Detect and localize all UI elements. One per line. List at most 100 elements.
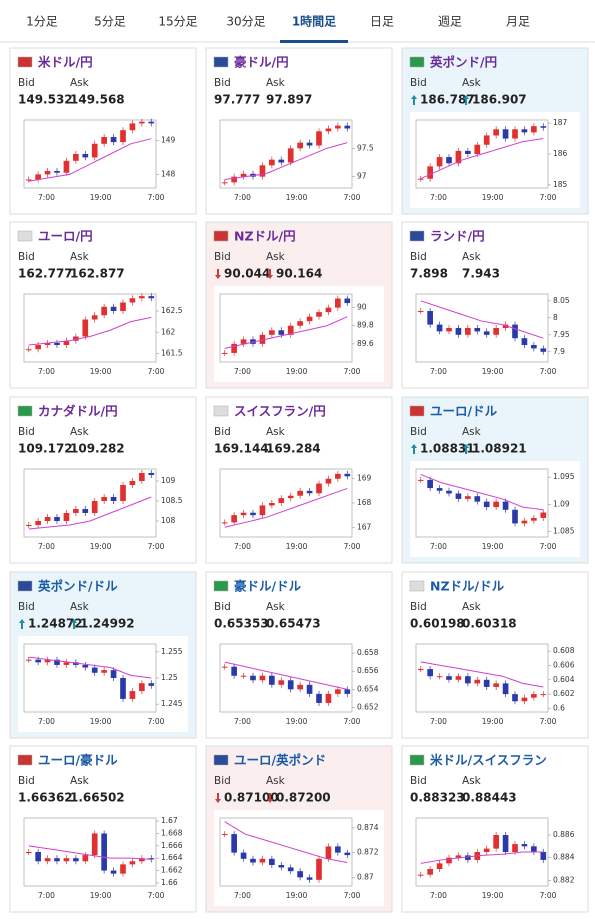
tab[interactable]: 30分足 <box>226 15 265 29</box>
tab[interactable]: 月足 <box>506 15 530 29</box>
candle <box>240 173 247 177</box>
candle <box>325 693 332 703</box>
ask-value: 109.282 <box>70 442 125 456</box>
x-tick-label: 19:00 <box>90 717 112 726</box>
pair-name: 米ドル/円 <box>37 55 93 70</box>
candle <box>287 148 294 163</box>
candle <box>73 154 79 161</box>
candle <box>139 121 145 124</box>
candle <box>521 844 528 847</box>
pair-name: 英ポンド/ドル <box>38 579 118 594</box>
candle <box>148 296 155 299</box>
ask-value: 7.943 <box>462 267 500 281</box>
ask-value: 186.907 <box>472 93 527 107</box>
candle <box>82 664 89 668</box>
tab[interactable]: 日足 <box>370 15 394 29</box>
trend-arrow <box>267 269 273 279</box>
candle <box>531 345 537 349</box>
moving-average <box>420 661 544 688</box>
candle <box>512 129 518 139</box>
x-tick-label: 7:00 <box>540 891 557 900</box>
candle <box>474 328 481 332</box>
ask-value: 149.568 <box>70 93 125 107</box>
candle <box>82 855 89 862</box>
candle <box>316 693 322 703</box>
bid-label: Bid <box>214 775 231 787</box>
tab-underline <box>280 40 348 43</box>
candle <box>483 135 490 145</box>
bid-value: 0.65353 <box>214 617 269 631</box>
chart-box <box>214 636 384 732</box>
y-tick-label: 0.874 <box>357 823 379 832</box>
tab[interactable]: 週足 <box>438 15 462 29</box>
flag <box>213 56 229 68</box>
chart-box <box>410 810 580 906</box>
ask-label: Ask <box>70 251 90 263</box>
candle <box>306 142 313 146</box>
pair-name: 豪ドル/ドル <box>234 579 302 594</box>
y-tick-label: 1.668 <box>161 828 183 837</box>
flag <box>17 230 33 242</box>
y-tick-label: 0.872 <box>357 848 379 857</box>
candle <box>35 174 41 180</box>
bid-label: Bid <box>18 601 35 613</box>
candle <box>493 129 499 136</box>
tab[interactable]: 1分足 <box>26 15 58 29</box>
candle <box>82 319 89 337</box>
x-tick-label: 19:00 <box>482 891 504 900</box>
candle <box>344 689 351 694</box>
candle <box>417 669 424 671</box>
candle <box>455 328 462 335</box>
candle <box>259 505 266 516</box>
y-tick-label: 0.882 <box>553 875 575 884</box>
plot-frame <box>415 293 549 363</box>
trend-arrow <box>215 269 221 279</box>
candle <box>455 150 462 164</box>
bid-value: 149.532 <box>18 93 73 107</box>
candle <box>483 679 490 687</box>
x-tick-label: 7:00 <box>148 542 165 551</box>
trend-arrow <box>411 95 417 105</box>
y-tick-label: 162.5 <box>161 306 183 315</box>
ask-value: 97.897 <box>266 93 312 107</box>
y-tick-label: 168 <box>357 498 372 507</box>
tab[interactable]: 5分足 <box>94 15 126 29</box>
x-tick-label: 19:00 <box>286 367 308 376</box>
x-tick-label: 7:00 <box>148 717 165 726</box>
bid-value: 162.777 <box>18 267 73 281</box>
candle <box>259 858 266 863</box>
trend-arrow <box>463 444 469 454</box>
candle <box>35 659 41 663</box>
bid-value: 0.60198 <box>410 617 465 631</box>
bid-label: Bid <box>18 251 35 263</box>
pair-name: NZドル/円 <box>234 229 296 244</box>
y-tick-label: 169 <box>357 474 372 483</box>
tab[interactable]: 1時間足 <box>292 14 336 29</box>
candle <box>325 478 332 484</box>
candle <box>483 331 490 335</box>
ask-label: Ask <box>266 775 286 787</box>
candle <box>240 512 247 516</box>
candle <box>148 683 155 686</box>
pair-name: 豪ドル/円 <box>234 55 289 70</box>
plot-frame <box>219 817 353 887</box>
chart-box <box>214 461 384 557</box>
y-tick-label: 148 <box>161 169 176 178</box>
candle <box>316 312 322 317</box>
moving-average <box>224 487 348 528</box>
y-tick-label: 0.604 <box>553 675 575 684</box>
x-tick-label: 7:00 <box>540 717 557 726</box>
candle <box>110 870 117 874</box>
candle <box>446 857 452 864</box>
tab[interactable]: 15分足 <box>158 15 197 29</box>
moving-average <box>28 656 152 679</box>
ask-value: 1.66502 <box>70 791 125 805</box>
candle <box>297 871 303 878</box>
candle <box>120 864 126 874</box>
x-tick-label: 19:00 <box>482 717 504 726</box>
candle <box>540 694 547 696</box>
candle <box>493 501 499 508</box>
candle <box>335 846 341 853</box>
y-tick-label: 1.25 <box>161 673 178 682</box>
